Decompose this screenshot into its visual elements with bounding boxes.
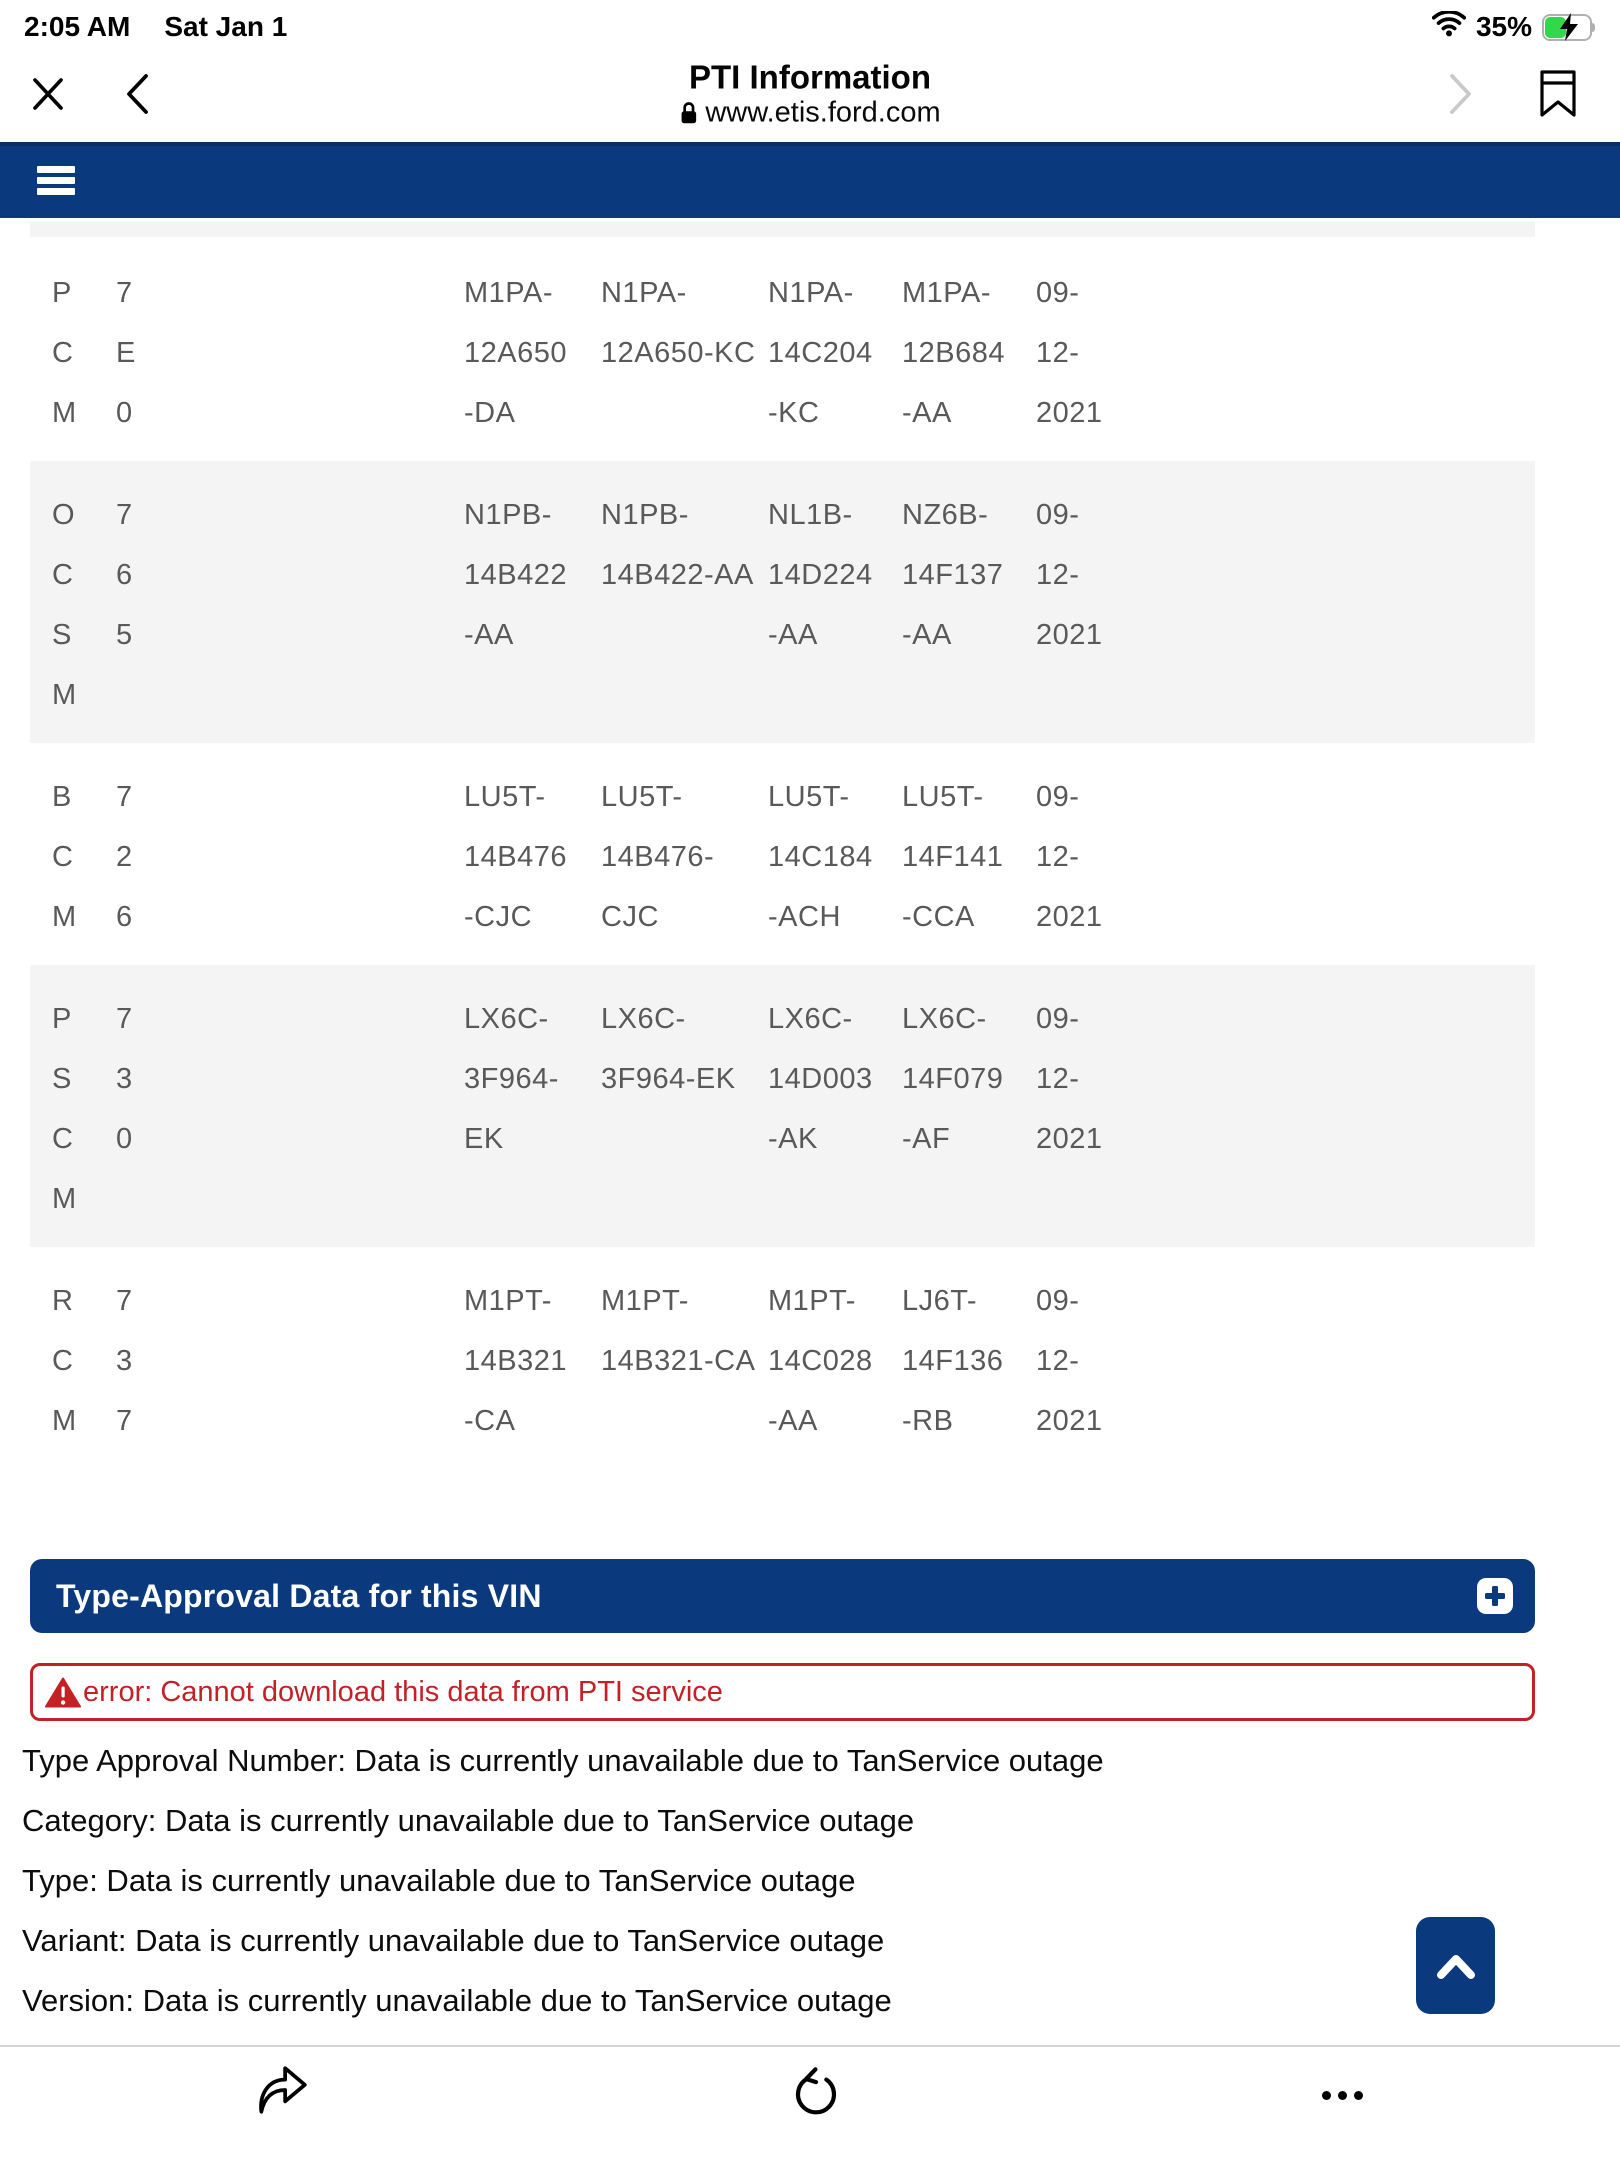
info-line: Version: Data is currently unavailable d… (22, 1983, 892, 2018)
wifi-icon (1431, 9, 1467, 44)
browser-toolbar: PTI Information www.etis.ford.com (0, 46, 1620, 142)
page-url: www.etis.ford.com (705, 96, 941, 129)
forward-button[interactable] (1448, 72, 1476, 116)
table-cell: 09- 12- 2021 (1036, 277, 1103, 429)
error-message: error: Cannot download this data from PT… (83, 1675, 723, 1708)
page-title-block: PTI Information www.etis.ford.com (679, 58, 941, 129)
table-row: O C S M 7 6 5 N1PB- 14B422 -AA N1PB- 14B422-AA NL1B-… (30, 461, 1535, 743)
expand-section-button[interactable] (1477, 1578, 1513, 1614)
page-title: PTI Information (688, 58, 931, 96)
chevron-left-icon (127, 74, 148, 114)
charging-bolt-icon (1560, 12, 1578, 41)
table-row: R C M 7 3 7 M1PT- 14B321 -CA M1PT- 14B321-CA M1PT- 1… (30, 1247, 1535, 1469)
chevron-right-icon (1450, 74, 1471, 114)
table-cell: LX6C-3F964-EK (601, 1003, 736, 1095)
info-line: Category: Data is currently unavailable … (22, 1803, 915, 1838)
share-forward-icon (259, 2066, 307, 2114)
table-cell: 09- 12- 2021 (1036, 499, 1103, 651)
menu-button[interactable] (37, 165, 75, 195)
type-approval-header: Type-Approval Data for this VIN (30, 1559, 1535, 1633)
ellipsis-icon (1322, 2091, 1331, 2100)
table-cell: LX6C- 14F079 -AF (902, 1003, 1004, 1155)
info-line: Type: Data is currently unavailable due … (22, 1863, 856, 1898)
error-banner: error: Cannot download this data from PT… (30, 1663, 1535, 1721)
table-cell: 09- 12- 2021 (1036, 1285, 1103, 1437)
bottom-toolbar (0, 2045, 1620, 2160)
table-cell: M1PA- 12A650 -DA (464, 277, 567, 429)
reload-icon (796, 2067, 837, 2115)
table-cell: NL1B- 14D224 -AA (768, 499, 873, 651)
table-row: B C M 7 2 6 LU5T- 14B476 -CJC LU5T- 14B476- CJC LU5T… (30, 743, 1535, 965)
more-button[interactable] (1322, 2091, 1363, 2100)
table-cell: M1PT-14B321-CA (464, 1285, 567, 1437)
bookmark-icon (1540, 70, 1576, 117)
close-icon (33, 78, 63, 110)
tan-info-lines: Type Approval Number: Data is currently … (22, 1731, 1620, 2031)
info-line: Variant: Data is currently unavailable d… (22, 1923, 885, 1958)
scroll-to-top-button[interactable] (1416, 1917, 1495, 2014)
table-cell: LJ6T- 14F136 -RB (902, 1285, 1004, 1437)
warning-icon (45, 1677, 81, 1707)
table-cell: LU5T-14B476-CJC (464, 781, 567, 933)
table-cell: LU5T- 14F141 -CCA (902, 781, 1004, 933)
plus-icon (1485, 1586, 1505, 1606)
battery-percent: 35% (1475, 11, 1532, 42)
reload-button[interactable] (788, 2063, 844, 2121)
table-cell: LX6C- 14D003 -AK (768, 1003, 873, 1155)
table-cell: 09- 12- 2021 (1036, 781, 1103, 933)
table-cell: M1PA- 12B684 -AA (902, 277, 1005, 429)
bookmark-button[interactable] (1538, 69, 1578, 119)
type-approval-title: Type-Approval Data for this VIN (56, 1577, 542, 1614)
status-bar: 2:05 AM Sat Jan 1 35% (0, 0, 1620, 46)
close-button[interactable] (30, 73, 66, 115)
battery-icon (1542, 12, 1598, 41)
site-navbar (0, 142, 1620, 218)
table-cell: N1PB-14B422-AA (601, 499, 754, 591)
table-row: P C M 7 E 0 M1PA- 12A650 -DA N1PA- 12A650-KC N1PA- 1… (30, 239, 1535, 461)
table-cell: LU5T-14B476-CJC (601, 781, 715, 933)
table-cell: M1PT-14B321-CA (601, 1285, 756, 1377)
table-cell: N1PA- 12A650-KC (601, 277, 756, 369)
table-row-remnant (30, 222, 1535, 237)
table-cell: 09- 12- 2021 (1036, 1003, 1103, 1155)
info-line: Type Approval Number: Data is currently … (22, 1743, 1104, 1778)
status-date: Sat Jan 1 (164, 11, 288, 42)
table-cell: LX6C-3F964-EK (464, 1003, 559, 1155)
table-cell: LU5T- 14C184 -ACH (768, 781, 873, 933)
table-cell: N1PB-14B422-AA (464, 499, 567, 651)
pti-table: P C M 7 E 0 M1PA- 12A650 -DA N1PA- 12A650-KC N1PA- 1… (30, 239, 1535, 1469)
table-cell: M1PT- 14C028 -AA (768, 1285, 873, 1437)
table-cell: N1PA- 14C204 -KC (768, 277, 873, 429)
back-button[interactable] (122, 72, 150, 116)
lock-icon (681, 102, 697, 124)
table-cell: NZ6B- 14F137 -AA (902, 499, 1004, 651)
share-button[interactable] (252, 2061, 310, 2121)
chevron-up-icon (1436, 1954, 1475, 1979)
hamburger-icon (37, 165, 75, 173)
status-time: 2:05 AM (24, 11, 131, 42)
table-row: P S C M 7 3 0 LX6C- 3F964- EK LX6C- 3F964-EK LX6C- 14… (30, 965, 1535, 1247)
